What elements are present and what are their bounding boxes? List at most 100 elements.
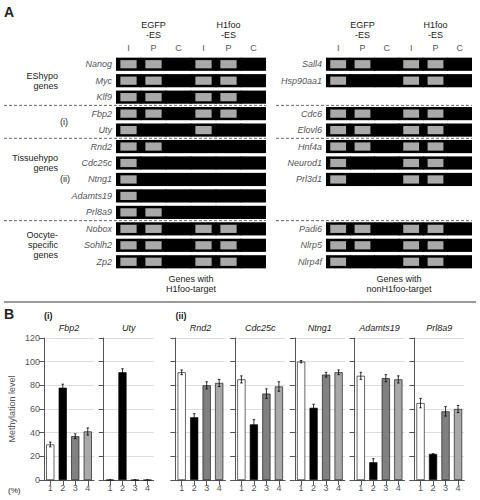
svg-text:Prl8a9: Prl8a9 bbox=[86, 207, 112, 217]
svg-text:Nlrp4f: Nlrp4f bbox=[298, 257, 324, 267]
svg-text:Nanog: Nanog bbox=[85, 59, 112, 69]
svg-text:Padi6: Padi6 bbox=[299, 224, 322, 234]
svg-text:Tissuehypo: Tissuehypo bbox=[12, 153, 58, 163]
svg-text:EShypo: EShypo bbox=[26, 71, 58, 81]
svg-text:3: 3 bbox=[443, 483, 448, 493]
svg-text:Fbp2: Fbp2 bbox=[91, 109, 112, 119]
svg-text:4: 4 bbox=[217, 483, 222, 493]
svg-text:60: 60 bbox=[30, 404, 40, 414]
svg-text:3: 3 bbox=[132, 483, 137, 493]
svg-text:4: 4 bbox=[85, 483, 90, 493]
svg-text:C: C bbox=[384, 43, 391, 53]
svg-text:3: 3 bbox=[73, 483, 78, 493]
svg-text:2: 2 bbox=[431, 483, 436, 493]
svg-text:1: 1 bbox=[418, 483, 423, 493]
svg-text:I: I bbox=[127, 43, 130, 53]
svg-text:Sohlh2: Sohlh2 bbox=[84, 240, 112, 250]
svg-text:I: I bbox=[410, 43, 413, 53]
svg-text:Genes with: Genes with bbox=[376, 274, 421, 284]
svg-text:Uty: Uty bbox=[122, 323, 136, 333]
svg-text:Elovl6: Elovl6 bbox=[297, 125, 322, 135]
svg-text:nonH1foo-target: nonH1foo-target bbox=[366, 284, 432, 294]
svg-text:Prl3d1: Prl3d1 bbox=[296, 174, 322, 184]
svg-text:B: B bbox=[4, 306, 14, 322]
svg-text:I: I bbox=[202, 43, 205, 53]
svg-text:H1foo: H1foo bbox=[216, 20, 240, 30]
svg-text:1: 1 bbox=[179, 483, 184, 493]
svg-text:Prl8a9: Prl8a9 bbox=[426, 323, 452, 333]
svg-text:(i): (i) bbox=[44, 311, 53, 321]
svg-text:Sall4: Sall4 bbox=[302, 59, 322, 69]
svg-text:2: 2 bbox=[311, 483, 316, 493]
svg-text:-ES: -ES bbox=[428, 30, 443, 40]
svg-text:2: 2 bbox=[120, 483, 125, 493]
svg-text:Hnf4a: Hnf4a bbox=[298, 142, 322, 152]
svg-text:Cdc6: Cdc6 bbox=[301, 109, 322, 119]
svg-text:Adamts19: Adamts19 bbox=[70, 191, 112, 201]
svg-text:4: 4 bbox=[145, 483, 150, 493]
svg-text:EGFP: EGFP bbox=[350, 20, 375, 30]
svg-text:Myc: Myc bbox=[96, 76, 113, 86]
svg-text:C: C bbox=[250, 43, 257, 53]
svg-text:I: I bbox=[337, 43, 340, 53]
svg-text:H1foo: H1foo bbox=[423, 20, 447, 30]
svg-text:A: A bbox=[4, 4, 14, 20]
svg-text:4: 4 bbox=[396, 483, 401, 493]
svg-text:1: 1 bbox=[239, 483, 244, 493]
svg-text:3: 3 bbox=[264, 483, 269, 493]
svg-text:specific: specific bbox=[28, 240, 59, 250]
svg-text:2: 2 bbox=[251, 483, 256, 493]
svg-text:3: 3 bbox=[383, 483, 388, 493]
svg-text:80: 80 bbox=[30, 380, 40, 390]
svg-text:1: 1 bbox=[48, 483, 53, 493]
svg-text:EGFP: EGFP bbox=[141, 20, 166, 30]
svg-text:C: C bbox=[457, 43, 464, 53]
svg-text:Klf9: Klf9 bbox=[96, 92, 112, 102]
svg-text:3: 3 bbox=[324, 483, 329, 493]
svg-text:genes: genes bbox=[33, 81, 58, 91]
svg-text:(ii): (ii) bbox=[60, 174, 70, 184]
svg-text:H1foo-target: H1foo-target bbox=[166, 284, 217, 294]
svg-text:0: 0 bbox=[35, 475, 40, 485]
svg-text:Nobox: Nobox bbox=[86, 224, 113, 234]
svg-text:(i): (i) bbox=[60, 117, 68, 127]
svg-text:Genes with: Genes with bbox=[168, 274, 213, 284]
svg-text:Ntng1: Ntng1 bbox=[308, 323, 332, 333]
svg-text:(ii): (ii) bbox=[175, 311, 186, 321]
svg-text:1: 1 bbox=[107, 483, 112, 493]
svg-text:2: 2 bbox=[371, 483, 376, 493]
svg-text:100: 100 bbox=[25, 357, 40, 367]
svg-text:C: C bbox=[175, 43, 182, 53]
svg-text:Adamts19: Adamts19 bbox=[358, 323, 400, 333]
svg-text:Fbp2: Fbp2 bbox=[59, 323, 80, 333]
svg-text:4: 4 bbox=[276, 483, 281, 493]
svg-text:genes: genes bbox=[33, 250, 58, 260]
svg-text:Neurod1: Neurod1 bbox=[287, 158, 322, 168]
svg-text:2: 2 bbox=[60, 483, 65, 493]
svg-text:120: 120 bbox=[25, 333, 40, 343]
svg-text:P: P bbox=[359, 43, 365, 53]
svg-text:3: 3 bbox=[204, 483, 209, 493]
svg-text:1: 1 bbox=[299, 483, 304, 493]
svg-text:4: 4 bbox=[336, 483, 341, 493]
svg-text:Uty: Uty bbox=[99, 125, 113, 135]
svg-text:Hsp90aa1: Hsp90aa1 bbox=[281, 76, 322, 86]
svg-text:-ES: -ES bbox=[355, 30, 370, 40]
svg-text:1: 1 bbox=[358, 483, 363, 493]
svg-text:Cdc25c: Cdc25c bbox=[81, 158, 112, 168]
svg-text:P: P bbox=[150, 43, 156, 53]
svg-text:Zp2: Zp2 bbox=[95, 257, 112, 267]
svg-text:-ES: -ES bbox=[146, 30, 161, 40]
svg-text:Rnd2: Rnd2 bbox=[190, 323, 212, 333]
svg-text:P: P bbox=[225, 43, 231, 53]
svg-text:(%): (%) bbox=[8, 486, 21, 495]
svg-text:genes: genes bbox=[33, 163, 58, 173]
svg-text:Methylation level: Methylation level bbox=[7, 375, 17, 442]
svg-text:Ntng1: Ntng1 bbox=[88, 174, 112, 184]
svg-text:20: 20 bbox=[30, 451, 40, 461]
svg-text:Oocyte-: Oocyte- bbox=[26, 230, 58, 240]
svg-text:Cdc25c: Cdc25c bbox=[245, 323, 276, 333]
svg-text:Nlrp5: Nlrp5 bbox=[300, 240, 323, 250]
svg-text:2: 2 bbox=[192, 483, 197, 493]
svg-text:4: 4 bbox=[456, 483, 461, 493]
